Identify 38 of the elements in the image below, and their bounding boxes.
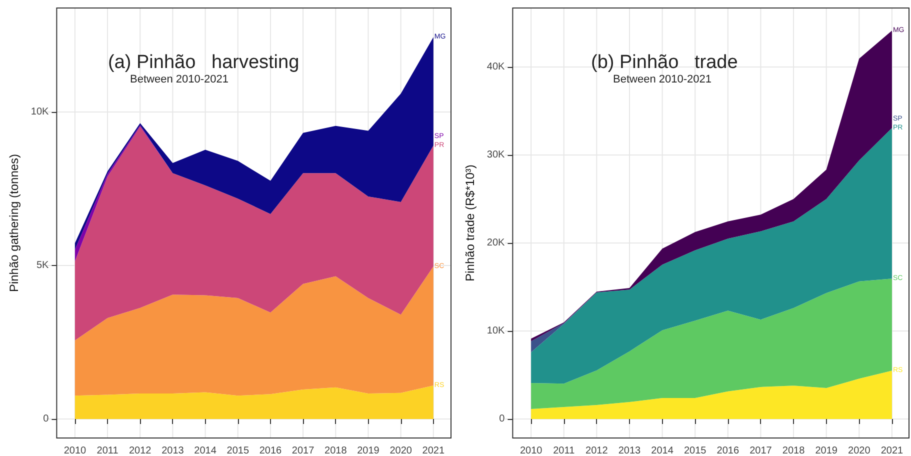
- text: (b) Pinhão trade: [591, 52, 738, 73]
- x-tick-label: 2017: [292, 446, 315, 456]
- x-tick-label: 2015: [684, 446, 707, 456]
- x-tick-label: 2014: [194, 446, 217, 456]
- x-tick-label: 2011: [553, 446, 576, 456]
- x-tick-label: 2012: [128, 446, 152, 456]
- text: (a) Pinhão harvesting: [108, 52, 300, 73]
- y-tick-label: 5K: [36, 260, 50, 272]
- x-tick-label: 2016: [259, 446, 282, 456]
- x-tick-label: 2021: [422, 446, 445, 456]
- x-tick-label: 2019: [815, 446, 838, 456]
- x-tick-label: 2017: [750, 446, 772, 456]
- x-tick-label: 2015: [226, 446, 250, 456]
- x-tick-label: 2013: [618, 446, 642, 456]
- x-tick-label: 2012: [586, 446, 608, 456]
- x-tick-label: 2019: [357, 446, 380, 456]
- x-tick-label: 2020: [848, 446, 871, 456]
- text: Between 2010-2021: [130, 74, 228, 86]
- y-tick-label: 0: [499, 413, 506, 424]
- x-tick-label: 2016: [716, 446, 740, 456]
- y-tick-label: 30K: [486, 149, 506, 160]
- x-tick-label: 2018: [782, 446, 806, 456]
- x-tick-label: 2013: [162, 446, 184, 456]
- x-tick-label: 2014: [651, 446, 674, 456]
- y-axis-title: Pinhão gathering (tonnes): [7, 154, 21, 292]
- y-axis-title: Pinhão trade (R$*10³): [463, 164, 477, 282]
- x-tick-label: 2021: [880, 446, 904, 456]
- x-tick-label: 2011: [96, 446, 119, 456]
- y-tick-label: 0: [43, 413, 50, 424]
- y-tick-label: 10K: [30, 106, 50, 118]
- y-tick-label: 20K: [486, 237, 506, 248]
- x-tick-label: 2020: [390, 446, 412, 456]
- y-tick-label: 40K: [486, 61, 506, 72]
- y-tick-label: 10K: [486, 325, 506, 336]
- x-tick-label: 2010: [520, 446, 543, 456]
- x-tick-label: 2010: [64, 446, 86, 456]
- text: Between 2010-2021: [613, 74, 712, 86]
- x-tick-label: 2018: [324, 446, 348, 456]
